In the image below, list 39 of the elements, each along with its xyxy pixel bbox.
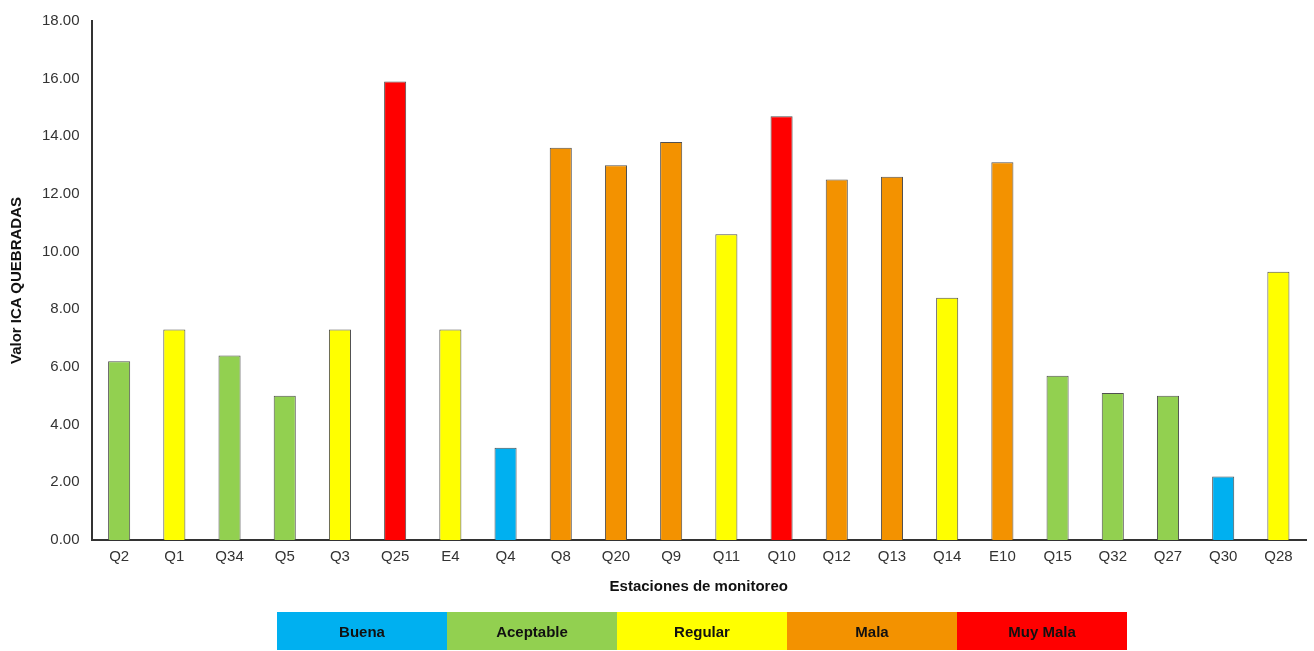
x-tick-label: E10	[989, 547, 1016, 565]
y-tick-label: 2.00	[50, 472, 80, 490]
text: Buena	[277, 612, 447, 650]
y-axis-title: Valor ICA QUEBRADAS	[7, 197, 25, 364]
x-tick-label: Q13	[877, 547, 907, 565]
x-tick-label: E4	[441, 547, 460, 565]
y-tick-label: 6.00	[50, 357, 80, 375]
y-tick-label: 0.00	[50, 530, 80, 548]
x-tick-label: Q27	[1153, 547, 1183, 565]
x-tick-label: Q32	[1098, 547, 1127, 565]
x-tick-label: Q8	[550, 547, 571, 565]
x-tick-label: Q2	[109, 547, 130, 565]
y-tick-label: 10.00	[41, 241, 80, 259]
x-tick-label: Q20	[601, 547, 631, 565]
text: Mala	[787, 612, 957, 650]
x-tick-label: Q12	[822, 547, 851, 565]
x-tick-label: Q30	[1209, 547, 1238, 565]
x-tick-label: Q11	[712, 547, 740, 565]
text: Aceptable	[447, 612, 617, 650]
x-tick-label: Q4	[495, 547, 516, 565]
x-tick-label: Q1	[164, 547, 185, 565]
x-tick-label: Q9	[661, 547, 682, 565]
y-tick-label: 16.00	[41, 68, 80, 86]
x-tick-label: Q3	[329, 547, 350, 565]
x-tick-label: Q14	[933, 547, 962, 565]
x-tick-label: Q34	[215, 547, 244, 565]
y-tick-label: 18.00	[41, 11, 80, 29]
x-tick-label: Q15	[1043, 547, 1072, 565]
x-tick-label: Q28	[1264, 547, 1293, 565]
text: Regular	[617, 612, 787, 650]
x-tick-label: Q10	[767, 547, 796, 565]
text: Muy Mala	[957, 612, 1127, 650]
y-tick-label: 4.00	[50, 414, 80, 432]
y-tick-label: 12.00	[41, 184, 80, 202]
y-tick-label: 14.00	[41, 126, 80, 144]
y-tick-label: 8.00	[50, 299, 80, 317]
x-tick-label: Q5	[274, 547, 295, 565]
x-axis-title: Estaciones de monitoreo	[609, 577, 788, 595]
x-tick-label: Q25	[380, 547, 410, 565]
